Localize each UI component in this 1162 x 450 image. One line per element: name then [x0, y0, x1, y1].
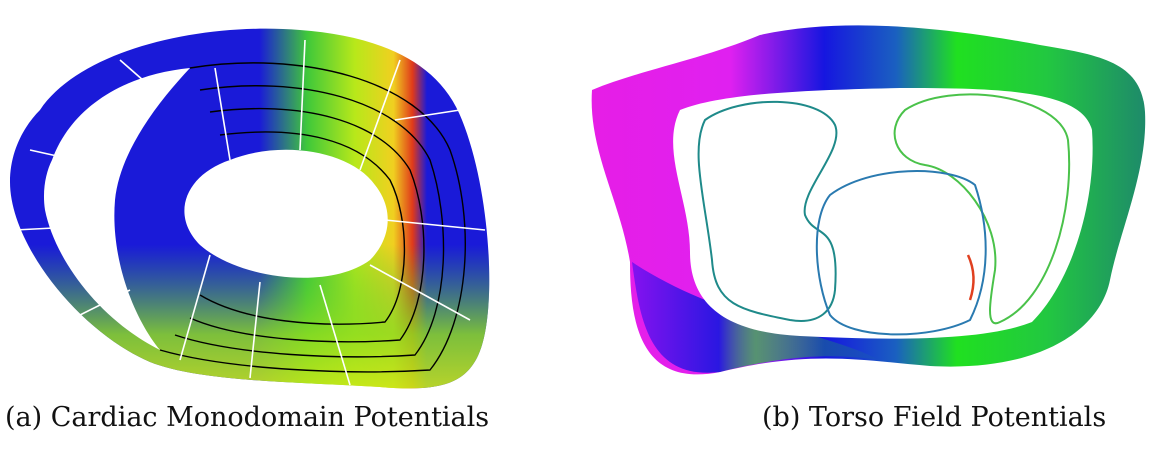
caption: (b) Torso Field Potentials — [762, 402, 1106, 433]
torso-image — [591, 25, 1146, 375]
cardiac-image — [10, 28, 490, 389]
caption: (a) Cardiac Monodomain Potentials — [5, 402, 489, 433]
